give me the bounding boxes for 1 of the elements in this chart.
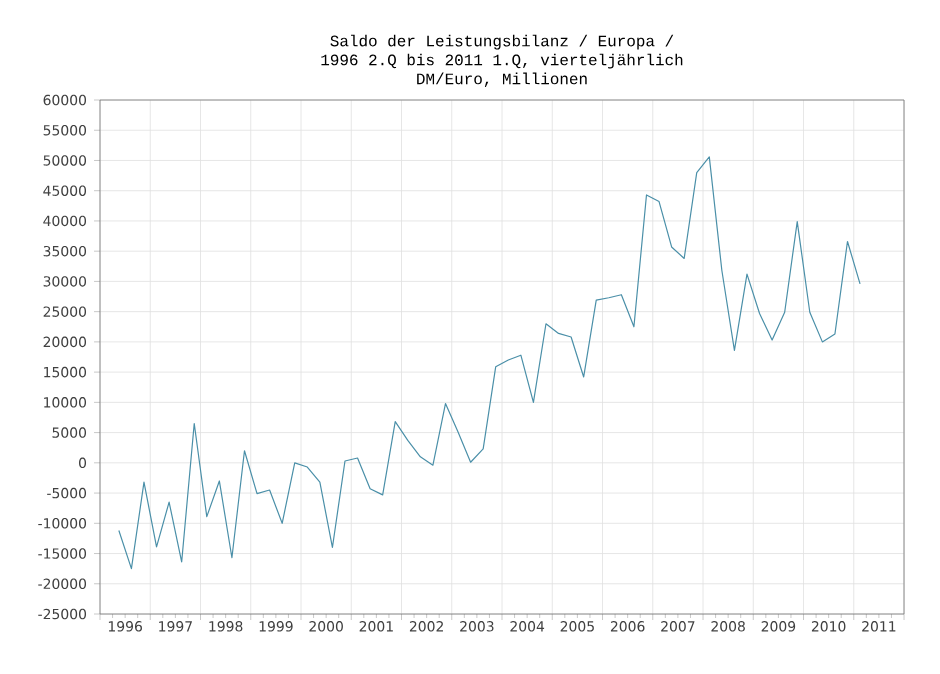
line-series: [118, 156, 861, 570]
